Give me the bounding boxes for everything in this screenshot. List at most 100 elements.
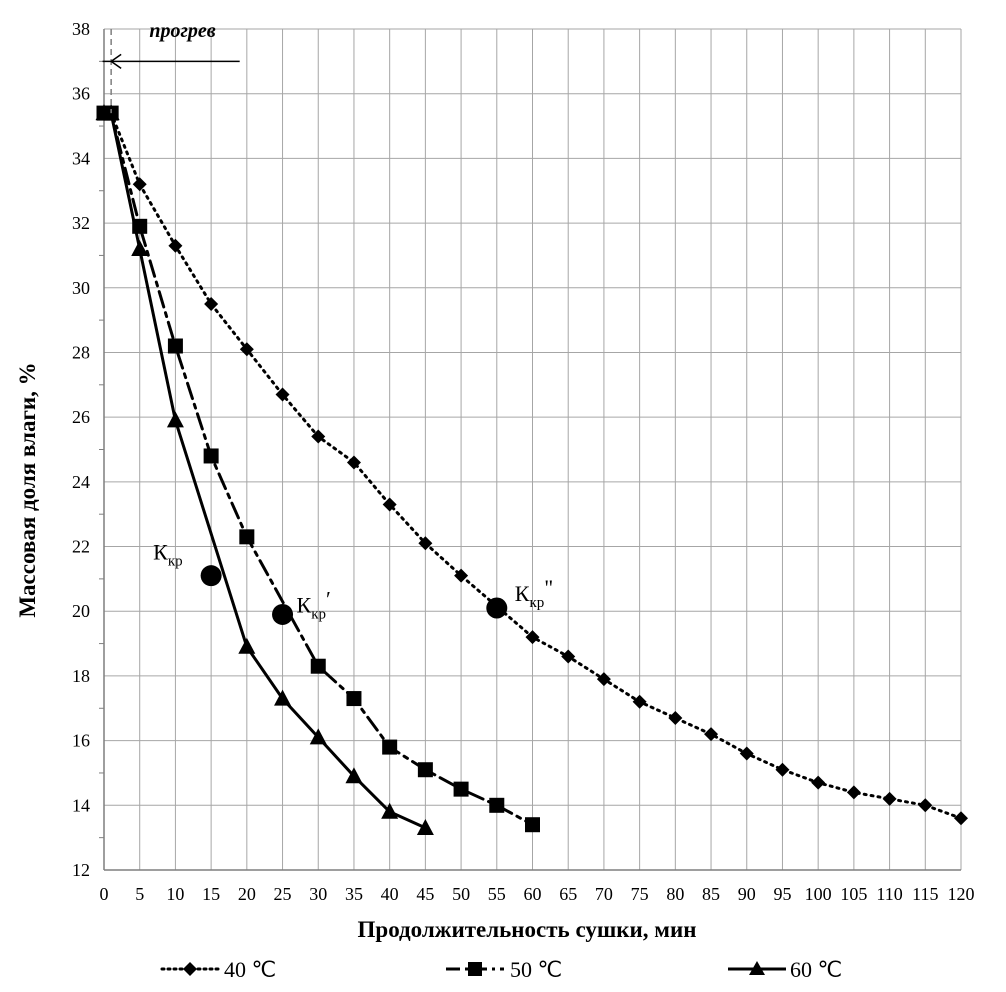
- x-tick-label-90: 90: [738, 884, 756, 904]
- x-tick-label-5: 5: [135, 884, 144, 904]
- data-point-s0-6: [275, 387, 290, 402]
- y-tick-label-34: 34: [72, 148, 90, 168]
- data-point-s1-3: [167, 338, 183, 354]
- heating-arrowhead: [109, 53, 122, 69]
- data-point-s0-23: [918, 798, 933, 813]
- critical-point-marker-1: [272, 603, 294, 625]
- data-point-s0-4: [204, 296, 219, 311]
- data-point-s0-3: [168, 238, 183, 253]
- x-tick-label-55: 55: [488, 884, 506, 904]
- data-point-s2-5: [274, 689, 292, 706]
- x-tick-label-110: 110: [876, 884, 902, 904]
- data-point-s1-5: [239, 529, 255, 545]
- y-tick-labels: 12 14 16 18 20 22 24 26 28 30 32 34 36 38: [72, 19, 90, 880]
- data-point-s0-16: [668, 710, 683, 725]
- x-tick-label-85: 85: [702, 884, 720, 904]
- series-line-2: [102, 111, 427, 830]
- legend-label-60: 60 ℃: [790, 957, 842, 982]
- data-point-s2-9: [416, 818, 434, 835]
- x-tick-label-65: 65: [559, 884, 577, 904]
- data-point-s2-2: [131, 239, 149, 256]
- critical-points: Ккр Ккр′ Ккр": [153, 540, 553, 625]
- data-point-s2-7: [345, 767, 363, 784]
- y-tick-label-16: 16: [72, 731, 90, 751]
- grid: [103, 28, 962, 871]
- x-tick-label-115: 115: [912, 884, 938, 904]
- critical-point-label-2: Ккр": [515, 575, 553, 611]
- data-point-s0-5: [239, 342, 254, 357]
- data-point-s0-2: [132, 177, 147, 192]
- y-axis-title: Массовая доля влаги, %: [15, 362, 40, 617]
- y-tick-label-24: 24: [72, 472, 90, 492]
- heating-annotation: прогрев: [102, 20, 240, 114]
- data-point-s2-8: [381, 802, 399, 819]
- y-tick-label-20: 20: [72, 601, 90, 621]
- y-tick-label-36: 36: [72, 84, 90, 104]
- x-tick-label-80: 80: [666, 884, 684, 904]
- y-tick-label-26: 26: [72, 407, 90, 427]
- series-layer: [95, 104, 968, 835]
- data-point-s1-6: [310, 658, 326, 674]
- x-tick-label-120: 120: [948, 884, 975, 904]
- critical-point-label-1: Ккр′: [297, 586, 331, 622]
- x-tick-label-40: 40: [381, 884, 399, 904]
- data-point-s0-19: [775, 762, 790, 777]
- data-point-s0-8: [346, 455, 361, 470]
- y-tick-label-30: 30: [72, 278, 90, 298]
- heating-label: прогрев: [149, 20, 215, 42]
- legend-label-50: 50 ℃: [510, 957, 562, 982]
- x-tick-label-70: 70: [595, 884, 613, 904]
- data-point-s2-3: [166, 411, 184, 428]
- legend-item-50: 50 ℃: [446, 957, 562, 982]
- data-point-s1-8: [382, 739, 398, 755]
- y-tick-label-12: 12: [72, 860, 90, 880]
- axes: [99, 29, 961, 871]
- data-point-s0-9: [382, 497, 397, 512]
- x-tick-label-10: 10: [166, 884, 184, 904]
- y-tick-label-38: 38: [72, 19, 90, 39]
- x-tick-label-105: 105: [840, 884, 867, 904]
- y-tick-label-28: 28: [72, 342, 90, 362]
- x-tick-labels: 0 5 10 15 20 25 30 35 40 45 50 55 60 65 70 75 80 85 90 95 10…: [100, 884, 975, 904]
- critical-point-marker-2: [486, 597, 508, 619]
- legend: 40 ℃ 50 ℃ 60 ℃: [160, 957, 842, 982]
- x-tick-label-20: 20: [238, 884, 256, 904]
- x-tick-label-60: 60: [524, 884, 542, 904]
- x-tick-label-25: 25: [274, 884, 292, 904]
- critical-point-label-0: Ккр: [153, 540, 182, 570]
- data-point-s0-21: [846, 785, 861, 800]
- x-tick-label-100: 100: [805, 884, 832, 904]
- y-tick-label-32: 32: [72, 213, 90, 233]
- legend-label-40: 40 ℃: [224, 957, 276, 982]
- data-point-s0-20: [811, 775, 826, 790]
- x-tick-label-35: 35: [345, 884, 363, 904]
- data-point-s0-7: [311, 429, 326, 444]
- data-point-s0-15: [632, 694, 647, 709]
- data-point-s2-6: [309, 728, 327, 745]
- data-point-s0-14: [596, 672, 611, 687]
- data-point-s0-11: [454, 568, 469, 583]
- data-point-s1-12: [525, 817, 540, 833]
- critical-point-marker-0: [200, 565, 222, 587]
- data-point-s0-18: [739, 746, 754, 761]
- data-point-s1-10: [453, 781, 469, 797]
- data-point-s0-10: [418, 536, 433, 551]
- data-point-s0-13: [561, 649, 576, 664]
- data-point-s1-7: [346, 691, 362, 707]
- y-tick-label-18: 18: [72, 666, 90, 686]
- legend-item-60: 60 ℃: [728, 957, 842, 982]
- x-tick-label-75: 75: [631, 884, 649, 904]
- data-point-s0-24: [954, 811, 968, 826]
- y-tick-label-22: 22: [72, 537, 90, 557]
- data-point-s1-9: [417, 762, 433, 778]
- x-tick-label-0: 0: [100, 884, 109, 904]
- data-point-s1-11: [489, 797, 505, 813]
- data-point-s1-4: [203, 448, 219, 464]
- x-tick-label-50: 50: [452, 884, 470, 904]
- legend-item-40: 40 ℃: [160, 957, 276, 982]
- x-tick-label-95: 95: [773, 884, 791, 904]
- data-point-s0-22: [882, 791, 897, 806]
- data-point-s2-4: [238, 637, 256, 654]
- x-tick-label-45: 45: [416, 884, 434, 904]
